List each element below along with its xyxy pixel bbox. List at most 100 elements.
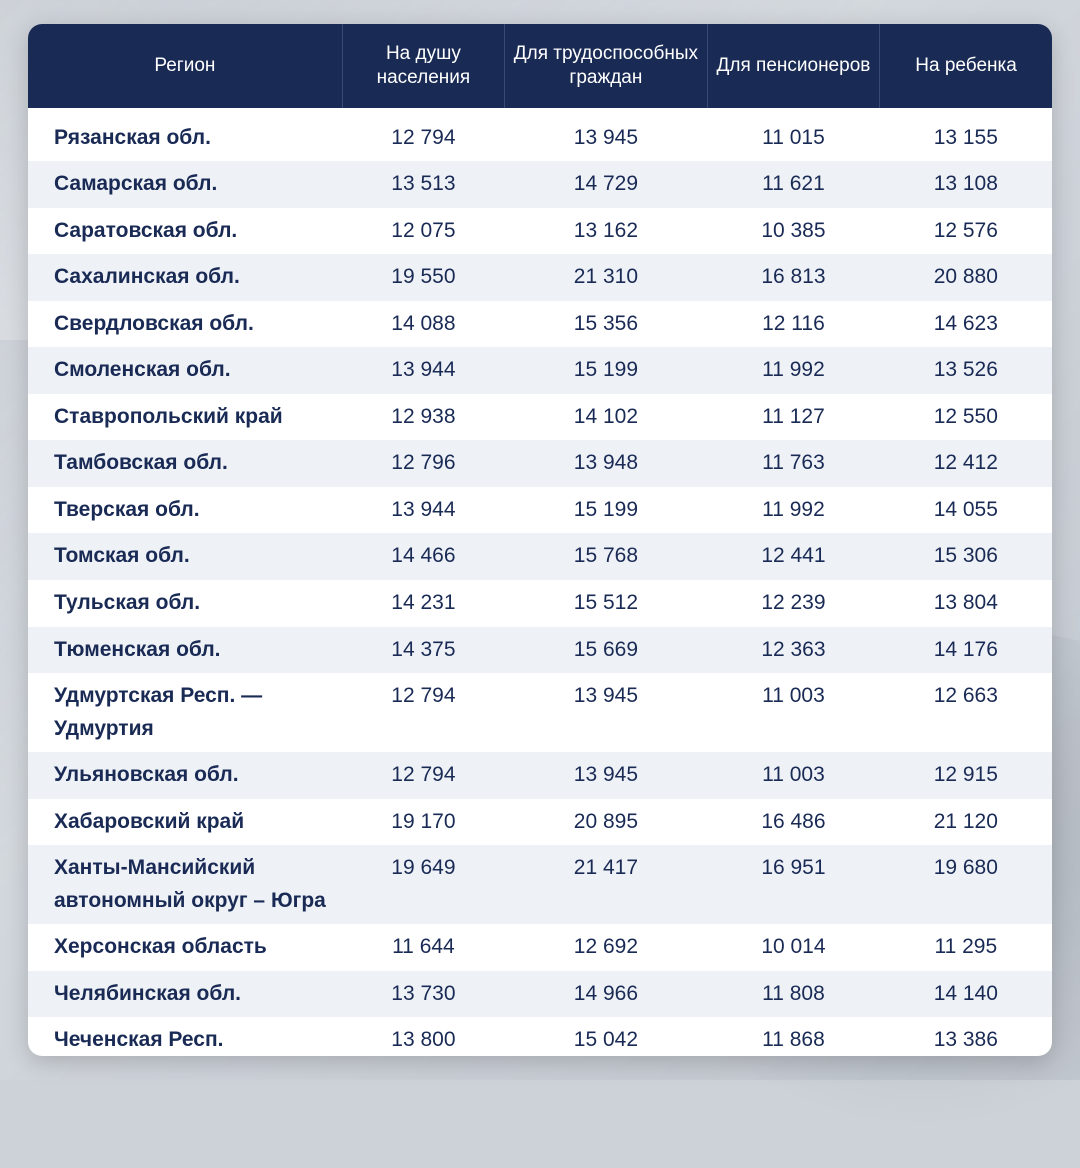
cell-value: 11 127: [707, 394, 879, 441]
cell-region: Самарская обл.: [28, 161, 342, 208]
cell-value: 14 102: [505, 394, 708, 441]
cell-value: 14 176: [880, 627, 1052, 674]
cell-value: 14 055: [880, 487, 1052, 534]
table-row: Самарская обл.13 51314 72911 62113 108: [28, 161, 1052, 208]
col-header-child: На ребенка: [880, 24, 1052, 108]
cell-region: Тверская обл.: [28, 487, 342, 534]
cell-region: Хабаровский край: [28, 799, 342, 846]
cell-value: 20 880: [880, 254, 1052, 301]
cell-region: Тульская обл.: [28, 580, 342, 627]
table-row: Тверская обл.13 94415 19911 99214 055: [28, 487, 1052, 534]
cell-value: 12 116: [707, 301, 879, 348]
cell-value: 13 162: [505, 208, 708, 255]
cell-value: 13 526: [880, 347, 1052, 394]
cell-value: 11 992: [707, 347, 879, 394]
table-row: Свердловская обл.14 08815 35612 11614 62…: [28, 301, 1052, 348]
table-row: Тамбовская обл.12 79613 94811 76312 412: [28, 440, 1052, 487]
table-card: Регион На душу населения Для трудоспособ…: [28, 24, 1052, 1056]
cell-region: Удмуртская Респ. — Удмуртия: [28, 673, 342, 752]
table-row: Ханты-Мансийский автономный округ – Югра…: [28, 845, 1052, 924]
cell-value: 13 800: [342, 1017, 504, 1056]
cell-value: 13 945: [505, 108, 708, 162]
cell-region: Тюменская обл.: [28, 627, 342, 674]
cell-value: 13 513: [342, 161, 504, 208]
cell-region: Ульяновская обл.: [28, 752, 342, 799]
cell-value: 11 808: [707, 971, 879, 1018]
cell-region: Чеченская Респ.: [28, 1017, 342, 1056]
table-row: Херсонская область11 64412 69210 01411 2…: [28, 924, 1052, 971]
col-header-per-capita: На душу населения: [342, 24, 504, 108]
cell-value: 12 550: [880, 394, 1052, 441]
cell-value: 15 768: [505, 533, 708, 580]
cell-value: 21 120: [880, 799, 1052, 846]
cell-value: 12 363: [707, 627, 879, 674]
cell-value: 15 512: [505, 580, 708, 627]
table-row: Чеченская Респ.13 80015 04211 86813 386: [28, 1017, 1052, 1056]
table-row: Саратовская обл.12 07513 16210 38512 576: [28, 208, 1052, 255]
cell-value: 12 794: [342, 752, 504, 799]
cell-value: 13 730: [342, 971, 504, 1018]
cell-value: 10 014: [707, 924, 879, 971]
table-row: Тульская обл.14 23115 51212 23913 804: [28, 580, 1052, 627]
cell-value: 11 621: [707, 161, 879, 208]
cell-value: 19 680: [880, 845, 1052, 924]
cell-region: Тамбовская обл.: [28, 440, 342, 487]
cell-value: 15 199: [505, 487, 708, 534]
col-header-region: Регион: [28, 24, 342, 108]
table-row: Хабаровский край19 17020 89516 48621 120: [28, 799, 1052, 846]
cell-region: Томская обл.: [28, 533, 342, 580]
cell-value: 13 386: [880, 1017, 1052, 1056]
cell-value: 12 692: [505, 924, 708, 971]
cell-value: 12 412: [880, 440, 1052, 487]
cell-value: 11 763: [707, 440, 879, 487]
cell-value: 19 550: [342, 254, 504, 301]
cell-value: 14 088: [342, 301, 504, 348]
cell-value: 13 155: [880, 108, 1052, 162]
cell-value: 11 003: [707, 752, 879, 799]
cell-value: 21 310: [505, 254, 708, 301]
cell-value: 12 794: [342, 108, 504, 162]
cell-value: 19 170: [342, 799, 504, 846]
cell-value: 15 199: [505, 347, 708, 394]
table-row: Смоленская обл.13 94415 19911 99213 526: [28, 347, 1052, 394]
cell-region: Саратовская обл.: [28, 208, 342, 255]
cell-region: Ханты-Мансийский автономный округ – Югра: [28, 845, 342, 924]
cell-value: 12 075: [342, 208, 504, 255]
table-row: Челябинская обл.13 73014 96611 80814 140: [28, 971, 1052, 1018]
cell-value: 12 576: [880, 208, 1052, 255]
cell-value: 14 623: [880, 301, 1052, 348]
cell-region: Смоленская обл.: [28, 347, 342, 394]
cell-value: 14 966: [505, 971, 708, 1018]
cell-value: 19 649: [342, 845, 504, 924]
table-row: Рязанская обл.12 79413 94511 01513 155: [28, 108, 1052, 162]
cell-value: 15 042: [505, 1017, 708, 1056]
cell-value: 21 417: [505, 845, 708, 924]
table-row: Ульяновская обл.12 79413 94511 00312 915: [28, 752, 1052, 799]
cell-value: 11 992: [707, 487, 879, 534]
cell-value: 11 644: [342, 924, 504, 971]
cell-value: 14 231: [342, 580, 504, 627]
cell-value: 11 015: [707, 108, 879, 162]
cell-region: Свердловская обл.: [28, 301, 342, 348]
table-body: Рязанская обл.12 79413 94511 01513 155Са…: [28, 108, 1052, 1057]
cell-value: 11 868: [707, 1017, 879, 1056]
cell-value: 12 796: [342, 440, 504, 487]
cell-value: 10 385: [707, 208, 879, 255]
cell-region: Сахалинская обл.: [28, 254, 342, 301]
cell-value: 13 804: [880, 580, 1052, 627]
cell-value: 14 729: [505, 161, 708, 208]
cell-value: 20 895: [505, 799, 708, 846]
cell-value: 15 669: [505, 627, 708, 674]
table-row: Томская обл.14 46615 76812 44115 306: [28, 533, 1052, 580]
cell-region: Ставропольский край: [28, 394, 342, 441]
table-row: Удмуртская Респ. — Удмуртия12 79413 9451…: [28, 673, 1052, 752]
table-header: Регион На душу населения Для трудоспособ…: [28, 24, 1052, 108]
cell-value: 12 441: [707, 533, 879, 580]
table-row: Тюменская обл.14 37515 66912 36314 176: [28, 627, 1052, 674]
cell-value: 12 915: [880, 752, 1052, 799]
cell-region: Челябинская обл.: [28, 971, 342, 1018]
cell-value: 16 486: [707, 799, 879, 846]
table-row: Ставропольский край12 93814 10211 12712 …: [28, 394, 1052, 441]
cell-value: 13 944: [342, 347, 504, 394]
cell-region: Херсонская область: [28, 924, 342, 971]
